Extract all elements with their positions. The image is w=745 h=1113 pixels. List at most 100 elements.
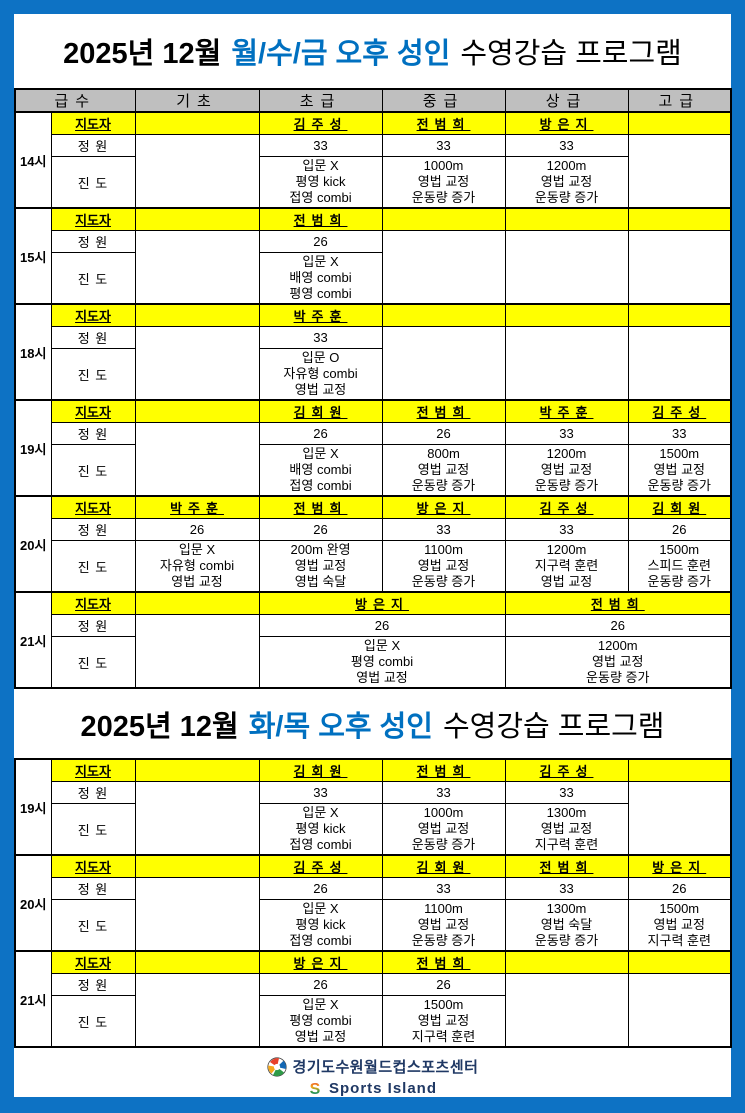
progress-line: 운동량 증가 bbox=[411, 837, 476, 852]
progress-cell: 1200m 영법 교정 운동량 증가 bbox=[504, 444, 629, 497]
progress-cell: 1300m 영법 숙달 운동량 증가 bbox=[504, 899, 629, 952]
progress-line: 1200m bbox=[546, 158, 587, 173]
progress-line: 영법 숙달 bbox=[540, 917, 593, 932]
empty-cell bbox=[134, 614, 260, 689]
progress-row-label: 진 도 bbox=[50, 156, 136, 209]
capacity-cell: 26 bbox=[381, 973, 506, 996]
progress-line: 영법 교정 bbox=[356, 670, 408, 685]
instructor-cell: 전범희 bbox=[504, 591, 732, 615]
instructor-cell: 김주성 bbox=[258, 111, 383, 135]
title-program-label: 수영강습 프로그램 bbox=[460, 38, 682, 70]
instructor-cell: 김회원 bbox=[627, 495, 732, 519]
time-cell: 21시 bbox=[14, 591, 52, 689]
progress-line: 영법 교정 bbox=[294, 382, 347, 397]
progress-line: 영법 교정 bbox=[417, 558, 470, 573]
progress-cell: 1500m 스피드 훈련 운동량 증가 bbox=[627, 540, 732, 593]
capacity-row-label: 정 원 bbox=[50, 877, 136, 900]
instructor-cell: 김주성 bbox=[504, 495, 629, 519]
progress-cell: 입문 X 평영 kick 접영 combi bbox=[258, 899, 383, 952]
capacity-cell: 26 bbox=[258, 973, 383, 996]
progress-row-label: 진 도 bbox=[50, 803, 136, 856]
progress-line: 1200m bbox=[597, 638, 638, 653]
instructor-cell: 전범희 bbox=[258, 495, 383, 519]
instructor-cell: 전범희 bbox=[381, 950, 506, 974]
column-header: 초급 bbox=[258, 88, 383, 113]
instructor-cell: 전범희 bbox=[381, 111, 506, 135]
progress-line: 접영 combi bbox=[289, 837, 352, 852]
instructor-row-label: 지도자 bbox=[50, 854, 136, 878]
progress-cell: 입문 X 배영 combi 평영 combi bbox=[258, 252, 383, 305]
progress-line: 1500m bbox=[423, 997, 464, 1012]
instructor-cell: 방은지 bbox=[258, 950, 383, 974]
poster-content: 2025년 12월 월/수/금 오후 성인 수영강습 프로그램 급수 기초 초급 중급… bbox=[14, 14, 733, 1097]
column-header: 중급 bbox=[381, 88, 506, 113]
instructor-row-label: 지도자 bbox=[50, 758, 136, 782]
progress-line: 지구력 훈련 bbox=[534, 558, 599, 573]
progress-line: 영법 교정 bbox=[294, 1029, 347, 1044]
progress-row-label: 진 도 bbox=[50, 899, 136, 952]
empty-cell bbox=[134, 422, 260, 497]
instructor-cell bbox=[134, 111, 260, 135]
capacity-cell: 33 bbox=[381, 877, 506, 900]
progress-row-label: 진 도 bbox=[50, 444, 136, 497]
instructor-row-label: 지도자 bbox=[50, 111, 136, 135]
instructor-cell bbox=[504, 207, 629, 231]
capacity-cell: 33 bbox=[258, 326, 383, 349]
progress-line: 접영 combi bbox=[289, 478, 352, 493]
progress-line: 입문 X bbox=[363, 638, 401, 653]
capacity-cell: 26 bbox=[258, 614, 506, 637]
instructor-cell bbox=[134, 950, 260, 974]
progress-line: 지구력 훈련 bbox=[647, 933, 711, 948]
progress-line: 영법 교정 bbox=[417, 917, 470, 932]
capacity-row-label: 정 원 bbox=[50, 781, 136, 804]
instructor-row-label: 지도자 bbox=[50, 495, 136, 519]
instructor-cell bbox=[134, 591, 260, 615]
progress-line: 입문 X bbox=[302, 901, 339, 916]
progress-line: 입문 X bbox=[178, 542, 216, 557]
progress-line: 1300m bbox=[546, 901, 587, 916]
empty-cell bbox=[504, 230, 629, 305]
capacity-cell: 26 bbox=[627, 518, 732, 541]
capacity-cell: 26 bbox=[258, 877, 383, 900]
table2-title: 2025년 12월 화/목 오후 성인 수영강습 프로그램 bbox=[14, 689, 731, 758]
instructor-cell bbox=[134, 758, 260, 782]
empty-cell bbox=[134, 326, 260, 401]
capacity-cell: 33 bbox=[381, 781, 506, 804]
progress-line: 입문 X bbox=[302, 254, 339, 269]
progress-line: 영법 교정 bbox=[540, 462, 593, 477]
footer: 경기도수원월드컵스포츠센터 S Sports Island bbox=[14, 1048, 731, 1101]
progress-cell: 1200m 영법 교정 운동량 증가 bbox=[504, 636, 732, 689]
capacity-row-label: 정 원 bbox=[50, 518, 136, 541]
progress-line: 입문 O bbox=[301, 350, 340, 365]
progress-cell: 1500m 영법 교정 운동량 증가 bbox=[627, 444, 732, 497]
time-cell: 15시 bbox=[14, 207, 52, 305]
empty-cell bbox=[627, 230, 732, 305]
progress-line: 운동량 증가 bbox=[411, 933, 476, 948]
instructor-cell: 김주성 bbox=[504, 758, 629, 782]
capacity-cell: 33 bbox=[627, 422, 732, 445]
progress-cell: 입문 X 자유형 combi 영법 교정 bbox=[134, 540, 260, 593]
progress-line: 운동량 증가 bbox=[586, 670, 650, 685]
progress-row-label: 진 도 bbox=[50, 636, 136, 689]
progress-line: 배영 combi bbox=[289, 462, 352, 477]
progress-cell: 입문 X 배영 combi 접영 combi bbox=[258, 444, 383, 497]
column-header: 급수 bbox=[14, 88, 136, 113]
capacity-cell: 26 bbox=[381, 422, 506, 445]
instructor-row-label: 지도자 bbox=[50, 591, 136, 615]
capacity-cell: 33 bbox=[258, 781, 383, 804]
instructor-cell: 방은지 bbox=[258, 591, 506, 615]
progress-line: 영법 교정 bbox=[540, 821, 593, 836]
capacity-row-label: 정 원 bbox=[50, 614, 136, 637]
progress-line: 지구력 훈련 bbox=[534, 837, 599, 852]
title-date: 2025년 12월 bbox=[80, 710, 239, 743]
capacity-cell: 26 bbox=[258, 230, 383, 253]
instructor-cell bbox=[627, 950, 732, 974]
column-header: 상급 bbox=[504, 88, 629, 113]
progress-line: 1100m bbox=[424, 901, 463, 916]
time-cell: 20시 bbox=[14, 495, 52, 593]
progress-line: 입문 X bbox=[302, 158, 339, 173]
capacity-row-label: 정 원 bbox=[50, 973, 136, 996]
instructor-cell bbox=[627, 207, 732, 231]
progress-cell: 200m 완영 영법 교정 영법 숙달 bbox=[258, 540, 383, 593]
